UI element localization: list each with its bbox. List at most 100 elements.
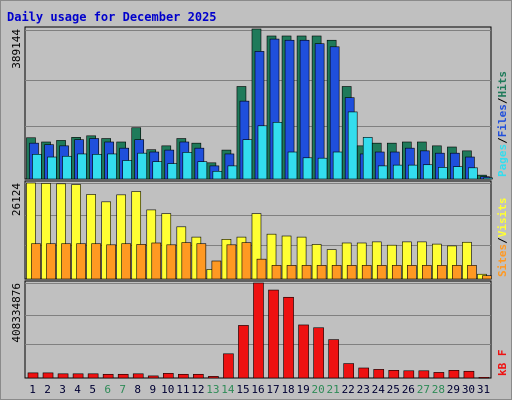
sites-bar-day-27	[422, 265, 432, 280]
legend-separator: /	[496, 97, 509, 104]
kbytes-bar-day-25	[388, 370, 400, 379]
pages-bar-day-10	[167, 163, 178, 180]
kbytes-bar-day-7	[117, 373, 129, 379]
kbytes-bar-day-15	[238, 325, 249, 379]
sites-bar-day-28	[437, 265, 447, 280]
kbytes-bar-day-24	[373, 369, 385, 379]
pages-bar-day-13	[212, 170, 223, 180]
panel-2-legend: kB F	[496, 350, 509, 377]
pages-bar-day-29	[453, 166, 463, 180]
pages-bar-day-7	[122, 160, 132, 180]
legend-visits: Visits	[496, 198, 509, 238]
pages-bar-day-31	[483, 177, 493, 180]
legend-kb-f: kB F	[496, 350, 509, 377]
pages-bar-day-19	[302, 157, 313, 180]
kbytes-bar-day-10	[162, 373, 174, 379]
kbytes-bar-day-18	[283, 296, 294, 379]
pages-bar-day-16	[257, 125, 268, 180]
visits-bar-day-18	[281, 235, 292, 280]
pages-bar-day-23	[362, 137, 373, 180]
day-label-24: 24	[372, 383, 386, 396]
sites-bar-day-12	[196, 243, 207, 280]
pages-bar-day-25	[392, 164, 403, 180]
sites-bar-day-24	[376, 265, 387, 280]
pages-bar-day-14	[227, 165, 238, 180]
sites-bar-day-13	[211, 260, 222, 280]
pages-bar-day-17	[272, 122, 283, 180]
kbytes-bar-day-8	[132, 373, 144, 379]
sites-bar-day-10	[166, 244, 177, 280]
sites-bar-day-5	[91, 243, 101, 280]
day-label-5: 5	[89, 383, 96, 396]
day-label-9: 9	[149, 383, 156, 396]
kbytes-bar-day-6	[102, 373, 114, 379]
kbytes-bar-day-16	[253, 282, 264, 379]
pages-bar-day-3	[62, 155, 72, 180]
pages-bar-day-27	[423, 164, 433, 180]
day-label-22: 22	[342, 383, 355, 396]
visits-bar-day-8	[131, 191, 142, 280]
kbytes-bar-day-26	[403, 370, 415, 379]
kbytes-bar-day-12	[193, 373, 204, 379]
kbytes-bar-day-31	[478, 377, 490, 379]
day-label-10: 10	[161, 383, 174, 396]
sites-bar-day-22	[346, 265, 357, 280]
kbytes-bar-day-4	[72, 373, 84, 379]
visits-bar-day-26	[402, 241, 412, 280]
kbytes-bar-day-2	[42, 372, 54, 379]
visits-bar-day-22	[341, 242, 352, 280]
sites-bar-day-15	[241, 242, 252, 280]
day-label-18: 18	[281, 383, 294, 396]
pages-bar-day-24	[377, 165, 388, 180]
day-label-7: 7	[119, 383, 126, 396]
panel-1-legend: Sites/Visits	[496, 198, 509, 278]
pages-bar-day-2	[47, 156, 57, 180]
visits-bar-day-19	[296, 236, 307, 280]
pages-bar-day-12	[197, 161, 208, 180]
sites-bar-day-23	[361, 265, 372, 280]
pages-bar-day-18	[287, 151, 298, 180]
day-label-17: 17	[266, 383, 279, 396]
visits-bar-day-21	[326, 249, 337, 280]
panel-0-legend: Pages/Files/Hits	[496, 71, 509, 177]
sites-bar-day-17	[271, 265, 282, 280]
sites-bar-day-31	[482, 275, 492, 280]
panel-1-max-label: 26124	[10, 183, 23, 216]
kbytes-bar-day-11	[178, 373, 189, 379]
legend-sites: Sites	[496, 244, 509, 277]
pages-bar-day-26	[408, 164, 418, 180]
visits-bar-day-20	[311, 244, 322, 280]
visits-bar-day-23	[356, 242, 367, 280]
pages-bar-day-5	[92, 154, 102, 180]
day-label-16: 16	[251, 383, 264, 396]
sites-bar-day-11	[181, 242, 192, 280]
day-label-15: 15	[236, 383, 249, 396]
day-label-12: 12	[191, 383, 204, 396]
kbytes-bar-day-30	[463, 370, 475, 379]
kbytes-bar-day-5	[87, 373, 99, 379]
legend-hits: Hits	[496, 71, 509, 98]
sites-bar-day-20	[316, 265, 327, 280]
visits-bar-day-24	[371, 241, 382, 280]
sites-bar-day-9	[151, 242, 162, 280]
sites-bar-day-26	[407, 265, 417, 280]
sites-bar-day-6	[106, 244, 116, 280]
visits-bar-day-28	[432, 243, 442, 280]
visits-bar-day-2	[41, 183, 51, 280]
chart-title: Daily usage for December 2025	[7, 10, 217, 24]
pages-bar-day-4	[77, 153, 87, 180]
visits-bar-day-29	[447, 245, 457, 280]
legend-separator: /	[496, 237, 509, 244]
pages-bar-day-9	[152, 161, 163, 180]
visits-bar-day-4	[71, 184, 81, 280]
kbytes-bar-day-3	[57, 373, 69, 379]
pages-bar-day-11	[182, 152, 193, 180]
visits-bar-day-5	[86, 194, 96, 280]
legend-files: Files	[496, 104, 509, 137]
day-label-2: 2	[44, 383, 51, 396]
pages-bar-day-30	[468, 167, 478, 180]
sites-bar-day-2	[46, 243, 56, 280]
sites-bar-day-8	[136, 244, 147, 280]
visits-bar-day-25	[386, 244, 397, 280]
